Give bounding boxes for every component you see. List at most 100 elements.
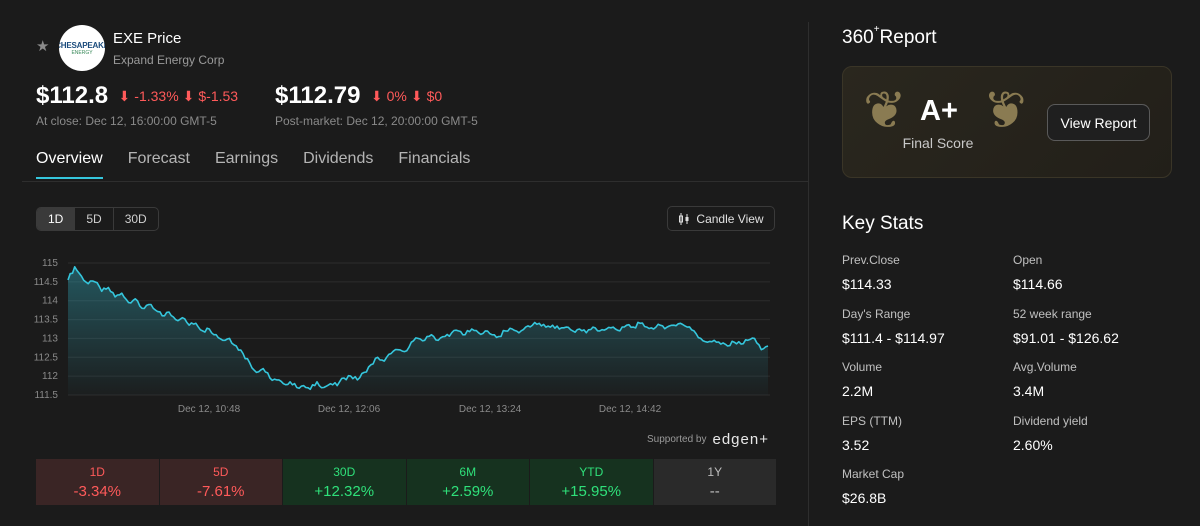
performance-label: 6M [459,464,477,479]
x-tick-label: Dec 12, 13:24 [459,404,522,415]
stat-value: $91.01 - $126.62 [1013,330,1119,346]
price-chart[interactable]: 115 114.5 114 113.5 113 112.5 112 111.5 Dec 12, … [0,250,800,430]
performance-cell-1d[interactable]: 1D -3.34% [36,459,159,505]
company-logo: CHESAPEAKE ENERGY [59,25,105,71]
stat-avg-volume: Avg.Volume 3.4M [1013,360,1183,399]
stat-value: $114.66 [1013,276,1063,292]
y-tick-label: 111.5 [34,390,58,401]
report-title-rest: Report [879,27,937,48]
range-1d[interactable]: 1D [37,208,76,230]
performance-cell-5d[interactable]: 5D -7.61% [159,459,282,505]
stat-value: $26.8B [842,490,887,506]
performance-cell-30d[interactable]: 30D +12.32% [283,459,406,505]
report-title: 360+Report [842,24,937,49]
performance-cell-6m[interactable]: 6M +2.59% [406,459,529,505]
logo-text-top: CHESAPEAKE [59,40,105,50]
stat-52-week-range: 52 week range $91.01 - $126.62 [1013,307,1183,346]
supported-by: Supported by edgen+ [647,431,769,448]
close-price: $112.8 [36,82,109,109]
stat-eps: EPS (TTM) 3.52 [842,414,1012,453]
star-icon[interactable]: ★ [36,38,50,55]
tab-overview[interactable]: Overview [36,150,103,179]
range-5d[interactable]: 5D [75,208,114,230]
performance-label: 1Y [707,464,723,479]
logo-text-bottom: ENERGY [71,49,93,56]
post-market-price: $112.79 [275,82,361,109]
y-tick-label: 114.5 [34,277,59,288]
stat-volume: Volume 2.2M [842,360,1012,399]
stock-panel: ★ CHESAPEAKE ENERGY EXE Price Expand Ene… [0,25,808,505]
x-tick-label: Dec 12, 10:48 [178,404,241,415]
performance-label: 1D [89,464,105,479]
performance-label: YTD [579,464,604,479]
stat-label: Market Cap [842,467,905,481]
edgen-logo: edgen+ [712,431,769,448]
report-card: ❦ ❦ A+ Final Score View Report [842,66,1172,178]
page-title: EXE Price [113,30,182,47]
close-note: At close: Dec 12, 16:00:00 GMT-5 [36,114,217,128]
stat-prev-close: Prev.Close $114.33 [842,253,1012,292]
stat-dividend-yield: Dividend yield 2.60% [1013,414,1183,453]
stat-value: 3.52 [842,437,870,453]
range-30d[interactable]: 30D [124,212,147,226]
report-title-number: 360 [842,27,874,48]
post-market-note: Post-market: Dec 12, 20:00:00 GMT-5 [275,114,478,128]
performance-cell-ytd[interactable]: YTD +15.95% [530,459,653,505]
candle-view-label: Candle View [696,211,764,226]
final-score-label: Final Score [902,135,974,151]
report-title-sup: + [873,24,880,35]
y-tick-label: 114 [42,296,58,307]
close-change-abs: $-1.53 [198,87,239,104]
tab-dividends[interactable]: Dividends [303,150,374,167]
performance-value: +2.59% [442,482,494,500]
tab-earnings[interactable]: Earnings [214,150,279,167]
performance-value: -3.34% [73,482,122,500]
key-stats-title: Key Stats [842,213,924,234]
price-area [68,266,768,395]
arrow-down-icon: ⬇ [118,87,131,104]
arrow-down-icon: ⬇ [370,87,383,104]
y-tick-label: 113.5 [34,315,59,326]
close-change: ⬇ -1.33% ⬇ $-1.53 [119,88,243,105]
view-report-button[interactable]: View Report [1047,104,1150,141]
stat-value: 3.4M [1013,383,1045,399]
tab-bar: Overview Forecast Earnings Dividends Fin… [36,150,495,179]
laurel-right-icon: ❦ [983,82,1027,140]
x-tick-label: Dec 12, 12:06 [318,404,381,415]
arrow-down-icon: ⬇ [182,87,195,104]
performance-strip: 1D -3.34% 5D -7.61% 30D +12.32% 6M +2.59% YTD +15… [36,459,776,505]
performance-label: 30D [333,464,356,479]
company-name: Expand Energy Corp [113,53,225,67]
close-change-pct: -1.33% [134,87,179,104]
y-tick-label: 115 [42,258,58,269]
tabs-divider [22,181,808,182]
performance-value: +15.95% [561,482,622,500]
stat-label: Dividend yield [1013,414,1088,428]
stat-label: Volume [842,360,883,374]
performance-value: +12.32% [314,482,375,500]
stat-value: 2.2M [842,383,874,399]
y-tick-label: 113 [42,333,58,344]
y-tick-label: 112 [42,371,58,382]
performance-label: 5D [213,464,229,479]
x-tick-label: Dec 12, 14:42 [599,404,662,415]
tab-forecast[interactable]: Forecast [127,150,190,167]
laurel-left-icon: ❦ [863,82,907,140]
stat-label: EPS (TTM) [842,414,902,428]
stat-value: $114.33 [842,276,892,292]
price-line [67,266,769,391]
performance-value: -7.61% [196,482,245,500]
final-score-grade: A+ [920,95,958,127]
stat-label: Prev.Close [842,253,900,267]
y-tick-label: 112.5 [34,352,59,363]
tab-financials[interactable]: Financials [398,150,471,167]
post-market-change: ⬇ 0% ⬇ $0 [371,88,446,105]
stat-open: Open $114.66 [1013,253,1183,292]
candle-view-button[interactable]: Candle View [667,206,775,231]
stat-label: Avg.Volume [1013,360,1077,374]
arrow-down-icon: ⬇ [410,87,423,104]
performance-cell-1y[interactable]: 1Y -- [653,459,776,505]
post-market-change-abs: $0 [426,87,443,104]
stat-label: 52 week range [1013,307,1092,321]
stat-value: $111.4 - $114.97 [842,330,945,346]
